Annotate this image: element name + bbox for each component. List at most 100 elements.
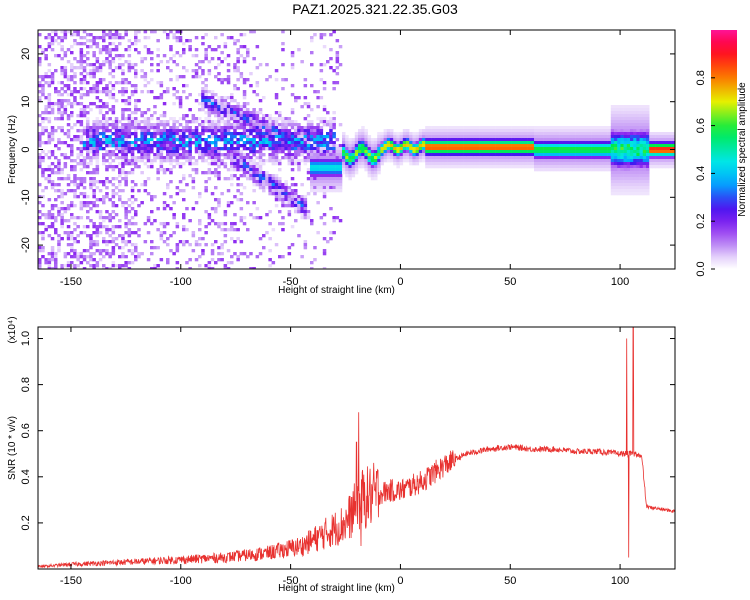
y-tick-label: 10	[20, 96, 32, 108]
spectrogram-cell	[633, 141, 637, 145]
spectrogram-cell	[156, 63, 160, 67]
spectrogram-cell	[604, 159, 608, 163]
spectrogram-cell	[38, 162, 42, 166]
spectrogram-cell	[182, 84, 186, 88]
spectrogram-cell	[630, 135, 634, 139]
spectrogram-cell	[70, 249, 74, 253]
spectrogram-cell	[425, 159, 429, 163]
spectrogram-cell	[66, 75, 71, 79]
spectrogram-cell	[534, 156, 538, 160]
spectrogram-cell	[86, 225, 90, 229]
spectrogram-cell	[473, 147, 477, 151]
spectrogram-cell	[310, 222, 314, 226]
spectrogram-cell	[114, 147, 119, 151]
spectrogram-cell	[127, 240, 132, 244]
spectrogram-cell	[66, 225, 71, 229]
spectrogram-cell	[118, 162, 122, 166]
spectrogram-cell	[236, 165, 240, 169]
spectrogram-cell	[630, 159, 634, 163]
spectrogram-cell	[303, 243, 308, 247]
spectrogram-cell	[239, 72, 244, 76]
spectrogram-cell	[57, 213, 61, 217]
spectrogram-cell	[124, 135, 128, 139]
spectrogram-cell	[156, 138, 160, 142]
spectrogram-cell	[268, 183, 272, 187]
spectrogram-cell	[428, 153, 432, 157]
spectrogram-cell	[249, 171, 253, 175]
spectrogram-cell	[114, 153, 119, 157]
spectrogram-cell	[204, 48, 208, 52]
spectrogram-cell	[41, 246, 45, 250]
spectrogram-cell	[150, 198, 154, 202]
spectrogram-cell	[268, 210, 272, 214]
spectrogram-cell	[370, 144, 375, 148]
spectrogram-cell	[466, 159, 471, 163]
spectrogram-cell	[649, 138, 653, 142]
spectrogram-cell	[441, 126, 445, 130]
spectrogram-cell	[598, 168, 602, 172]
spectrogram-cell	[313, 168, 317, 172]
spectrogram-cell	[124, 177, 128, 181]
spectrogram-cell	[156, 144, 160, 148]
spectrogram-cell	[262, 141, 266, 145]
spectrogram-cell	[79, 141, 84, 145]
spectrogram-cell	[242, 90, 247, 94]
spectrogram-cell	[44, 57, 48, 61]
spectrogram-cell	[236, 108, 240, 112]
spectrogram-cell	[543, 147, 548, 151]
spectrogram-cell	[105, 252, 109, 256]
spectrogram-cell	[326, 156, 330, 160]
spectrogram-cell	[175, 147, 180, 151]
spectrogram-cell	[102, 240, 106, 244]
spectrogram-cell	[182, 75, 186, 79]
spectrogram-cell	[466, 132, 471, 136]
spectrogram-cell	[63, 219, 68, 223]
spectrogram-cell	[111, 225, 116, 229]
spectrogram-cell	[140, 183, 144, 187]
spectrogram-cell	[313, 180, 317, 184]
spectrogram-cell	[610, 120, 615, 124]
spectrogram-cell	[550, 150, 554, 154]
spectrogram-cell	[300, 204, 304, 208]
spectrogram-cell	[585, 150, 589, 154]
spectrogram-cell	[466, 165, 471, 169]
spectrogram-cell	[223, 144, 228, 148]
spectrogram-cell	[76, 42, 80, 46]
spectrogram-cell	[652, 150, 656, 154]
spectrogram-cell	[620, 135, 624, 139]
spectrogram-cell	[591, 162, 596, 166]
spectrogram-cell	[329, 147, 333, 151]
spectrogram-cell	[294, 153, 298, 157]
spectrogram-cell	[322, 45, 327, 49]
spectrogram-cell	[374, 153, 378, 157]
spectrogram-cell	[89, 144, 93, 148]
spectrogram-cell	[198, 60, 202, 64]
spectrogram-cell	[636, 156, 640, 160]
spectrogram-cell	[204, 144, 208, 148]
spectrogram-cell	[313, 129, 317, 133]
spectrogram-cell	[226, 204, 231, 208]
spectrogram-cell	[50, 267, 55, 269]
spectrogram-cell	[226, 129, 231, 133]
spectrogram-cell	[543, 129, 548, 133]
spectrogram-cell	[108, 240, 112, 244]
spectrogram-cell	[207, 108, 212, 112]
spectrogram-cell	[329, 48, 333, 52]
spectrogram-cell	[294, 126, 298, 130]
spectrogram-cell	[617, 132, 621, 136]
spectrogram-cell	[502, 129, 506, 133]
spectrogram-cell	[521, 159, 525, 163]
spectrogram-cell	[550, 138, 554, 142]
spectrogram-cell	[41, 171, 45, 175]
spectrogram-cell	[108, 60, 112, 64]
spectrogram-cell	[258, 174, 263, 178]
spectrogram-cell	[226, 75, 231, 79]
spectrogram-cell	[518, 138, 522, 142]
spectrogram-cell	[214, 135, 218, 139]
spectrogram-cell	[322, 267, 327, 269]
spectrogram-cell	[290, 66, 295, 70]
spectrogram-cell	[463, 147, 468, 151]
spectrogram-cell	[201, 69, 205, 73]
spectrogram-cell	[146, 36, 151, 40]
spectrogram-cell	[118, 66, 122, 70]
